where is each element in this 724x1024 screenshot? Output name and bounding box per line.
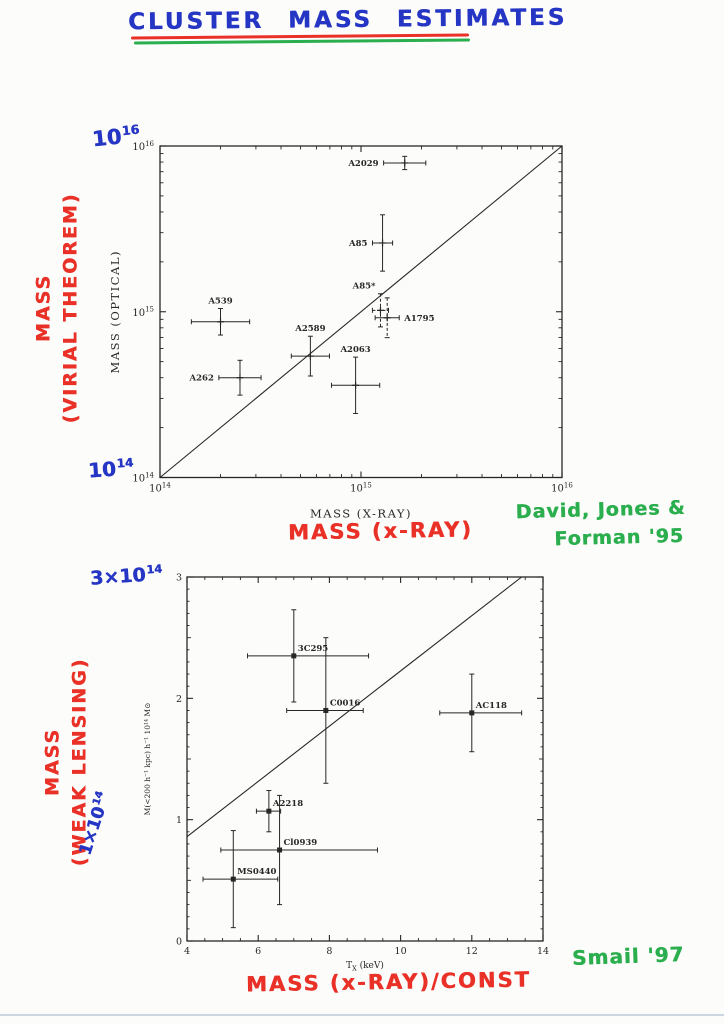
top-chart-credit: David, Jones & Forman '95 xyxy=(515,495,686,555)
svg-text:1014: 1014 xyxy=(132,471,154,484)
data-point-A85*: A85* xyxy=(352,282,390,328)
svg-text:MASS (X-RAY): MASS (X-RAY) xyxy=(310,507,412,521)
svg-text:A539: A539 xyxy=(207,297,232,307)
data-point-AC118: AC118 xyxy=(439,673,523,753)
svg-text:A262: A262 xyxy=(189,374,214,384)
svg-text:TX (keV): TX (keV) xyxy=(346,960,384,973)
svg-text:1015: 1015 xyxy=(350,481,372,494)
svg-text:MS0440: MS0440 xyxy=(237,867,276,877)
data-point-A539: A539 xyxy=(190,297,251,336)
data-point-A2029: A2029 xyxy=(347,155,427,171)
data-point-A2589: A2589 xyxy=(290,324,330,377)
svg-text:C0016: C0016 xyxy=(330,698,361,708)
data-point-Cl0939: Cl0939 xyxy=(220,794,378,906)
handwritten-yaxis-virial: MASS (VIRIAL THEOREM) xyxy=(30,193,83,424)
svg-text:A1795: A1795 xyxy=(403,314,434,324)
svg-text:1: 1 xyxy=(176,815,182,826)
data-point-A2218: A2218 xyxy=(255,790,303,833)
svg-text:A2589: A2589 xyxy=(294,324,325,334)
svg-text:3C295: 3C295 xyxy=(298,644,329,654)
data-point-A1795: A1795 xyxy=(374,297,435,339)
mass-optical-vs-xray-chart: 1014 1015 1016 1014 1015 1016 A2029 A85 A85* A179… xyxy=(108,140,573,521)
handwritten-xaxis-xray-const: MASS (x-RAY)/CONST xyxy=(245,967,532,997)
virial-line2: (VIRIAL THEOREM) xyxy=(59,192,81,424)
data-point-3C295: 3C295 xyxy=(247,609,370,703)
data-point-MS0440: MS0440 xyxy=(202,830,279,929)
data-point-A2063: A2063 xyxy=(330,345,381,414)
svg-text:1014: 1014 xyxy=(149,481,171,494)
svg-text:MASS (OPTICAL): MASS (OPTICAL) xyxy=(108,250,122,373)
svg-text:8: 8 xyxy=(326,946,332,957)
credit-line1: David, Jones & xyxy=(515,496,686,524)
svg-text:A85*: A85* xyxy=(352,282,376,292)
svg-text:0: 0 xyxy=(176,937,182,948)
svg-text:AC118: AC118 xyxy=(475,701,507,711)
title-underline-green xyxy=(133,38,471,45)
svg-text:1016: 1016 xyxy=(132,140,154,153)
svg-text:3: 3 xyxy=(176,573,182,584)
svg-text:Cl0939: Cl0939 xyxy=(284,838,318,848)
svg-text:4: 4 xyxy=(184,946,190,957)
data-point-C0016: C0016 xyxy=(286,637,364,784)
svg-text:14: 14 xyxy=(537,946,549,957)
svg-text:A2029: A2029 xyxy=(347,159,378,169)
lensing-line1: MASS xyxy=(41,727,64,797)
data-point-A85: A85 xyxy=(348,214,394,272)
virial-line1: MASS xyxy=(32,273,55,343)
credit-line2: Forman '95 xyxy=(554,524,685,550)
svg-text:A85: A85 xyxy=(348,239,368,249)
svg-text:1015: 1015 xyxy=(132,306,154,319)
svg-text:1016: 1016 xyxy=(551,481,573,494)
svg-text:10: 10 xyxy=(395,946,407,957)
page-title: CLUSTER MASS ESTIMATES xyxy=(127,4,568,36)
handwritten-xaxis-xray: MASS (x-RAY) xyxy=(287,517,474,545)
data-point-A262: A262 xyxy=(189,359,262,396)
svg-text:6: 6 xyxy=(255,946,261,957)
svg-text:M(<200 h⁻¹ kpc) h⁻¹ 10¹⁴ M⊙: M(<200 h⁻¹ kpc) h⁻¹ 10¹⁴ M⊙ xyxy=(143,703,152,816)
scan-edge-line xyxy=(0,1014,724,1016)
bottom-chart-credit: Smail '97 xyxy=(571,942,685,970)
svg-text:12: 12 xyxy=(466,946,478,957)
svg-text:A2063: A2063 xyxy=(339,345,370,355)
svg-text:2: 2 xyxy=(176,694,182,705)
svg-text:A2218: A2218 xyxy=(272,799,303,809)
